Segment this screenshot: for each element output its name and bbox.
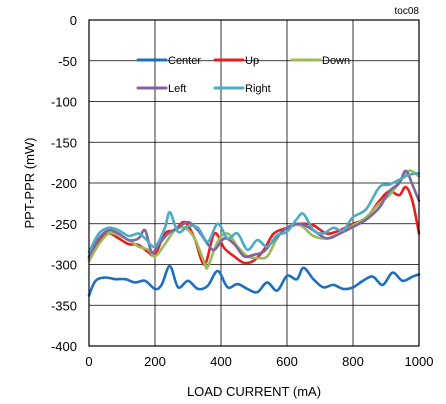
y-tick-label: -250 — [51, 217, 77, 232]
y-tick-label: -100 — [51, 95, 77, 110]
y-tick-label: 0 — [70, 13, 77, 28]
x-tick-label: 0 — [85, 354, 92, 369]
tick-labels: 0 200 400 600 800 1000 0 -50 -100 -150 -200 -250 -30… — [51, 13, 433, 369]
y-tick-label: -300 — [51, 258, 77, 273]
series-lines — [87, 169, 421, 297]
x-tick-label: 400 — [210, 354, 232, 369]
legend-label-left: Left — [168, 83, 186, 95]
x-tick-label: 1000 — [405, 354, 434, 369]
plot-frame — [88, 19, 420, 347]
y-tick-label: -350 — [51, 298, 77, 313]
y-tick-label: -400 — [51, 339, 77, 354]
series-line-center — [87, 264, 421, 297]
series-line-left — [87, 169, 421, 259]
series-line-right — [87, 171, 421, 254]
y-tick-label: -200 — [51, 176, 77, 191]
legend-label-down: Down — [322, 55, 350, 67]
y-tick-label: -50 — [58, 54, 77, 69]
grid-lines — [88, 19, 420, 347]
legend-label-up: Up — [245, 55, 259, 67]
y-tick-label: -150 — [51, 135, 77, 150]
x-tick-label: 200 — [144, 354, 166, 369]
y-axis-label: PPT-PPR (mW) — [22, 138, 37, 229]
x-tick-label: 600 — [276, 354, 298, 369]
legend-label-right: Right — [245, 83, 271, 95]
x-axis-label: LOAD CURRENT (mA) — [187, 384, 321, 399]
series-line-up — [87, 185, 421, 266]
legend-label-center: Center — [168, 55, 201, 67]
legend: Center Up Down Left Right — [136, 55, 350, 95]
figure-tag: toc08 — [395, 6, 420, 17]
x-tick-label: 800 — [342, 354, 364, 369]
